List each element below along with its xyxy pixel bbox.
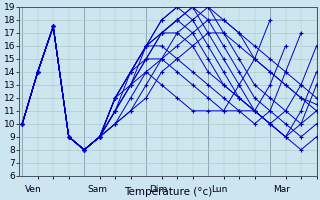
X-axis label: Température (°c): Température (°c) xyxy=(124,186,212,197)
Text: Lun: Lun xyxy=(211,185,228,194)
Text: Ven: Ven xyxy=(25,185,42,194)
Text: Sam: Sam xyxy=(87,185,107,194)
Text: Mar: Mar xyxy=(273,185,290,194)
Text: Dim: Dim xyxy=(149,185,167,194)
